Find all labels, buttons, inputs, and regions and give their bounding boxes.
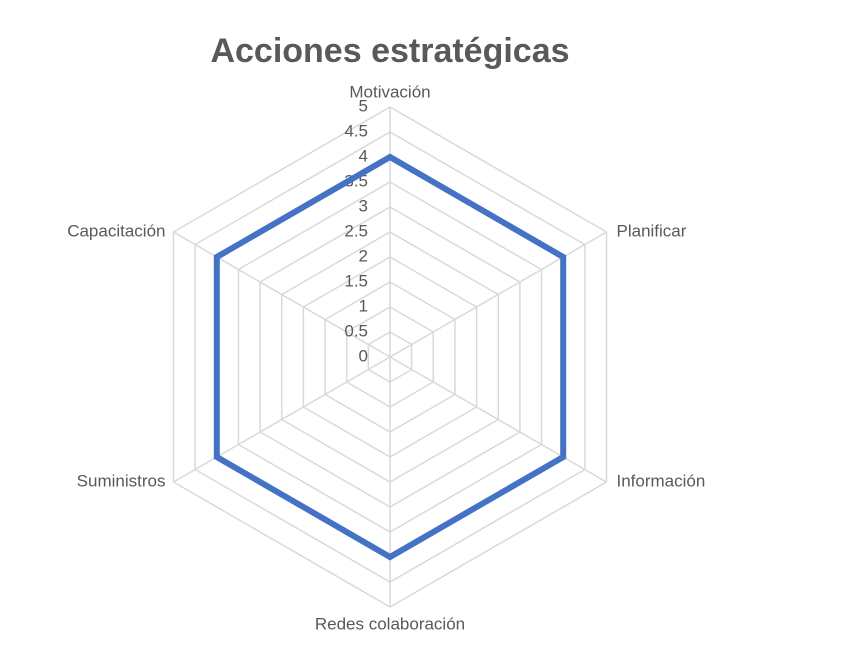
chart-title: Acciones estratégicas [210,32,570,70]
tick-label-2: 1 [359,296,368,315]
category-label-5: Capacitación [67,221,165,240]
spoke-2 [389,356,607,483]
tick-label-9: 4.5 [344,121,368,140]
category-label-4: Suministros [77,471,166,490]
tick-label-0: 0 [359,346,368,365]
category-label-0: Motivación [349,82,430,101]
tick-label-10: 5 [359,96,368,115]
tick-label-1: 0.5 [344,321,368,340]
tick-label-3: 1.5 [344,271,368,290]
tick-label-4: 2 [359,246,368,265]
spoke-layer [173,107,607,607]
series-layer [213,153,567,561]
category-label-3: Redes colaboración [315,614,465,633]
spoke-5 [173,231,391,358]
spoke-4 [173,356,391,483]
spoke-1 [389,231,607,358]
tick-layer: 00.511.522.533.544.55 [344,96,368,365]
tick-label-5: 2.5 [344,221,368,240]
tick-label-6: 3 [359,196,368,215]
label-layer: Motivación Planificar Información Redes col… [67,82,705,633]
category-label-1: Planificar [617,221,687,240]
tick-label-8: 4 [359,146,368,165]
category-label-2: Información [617,471,706,490]
